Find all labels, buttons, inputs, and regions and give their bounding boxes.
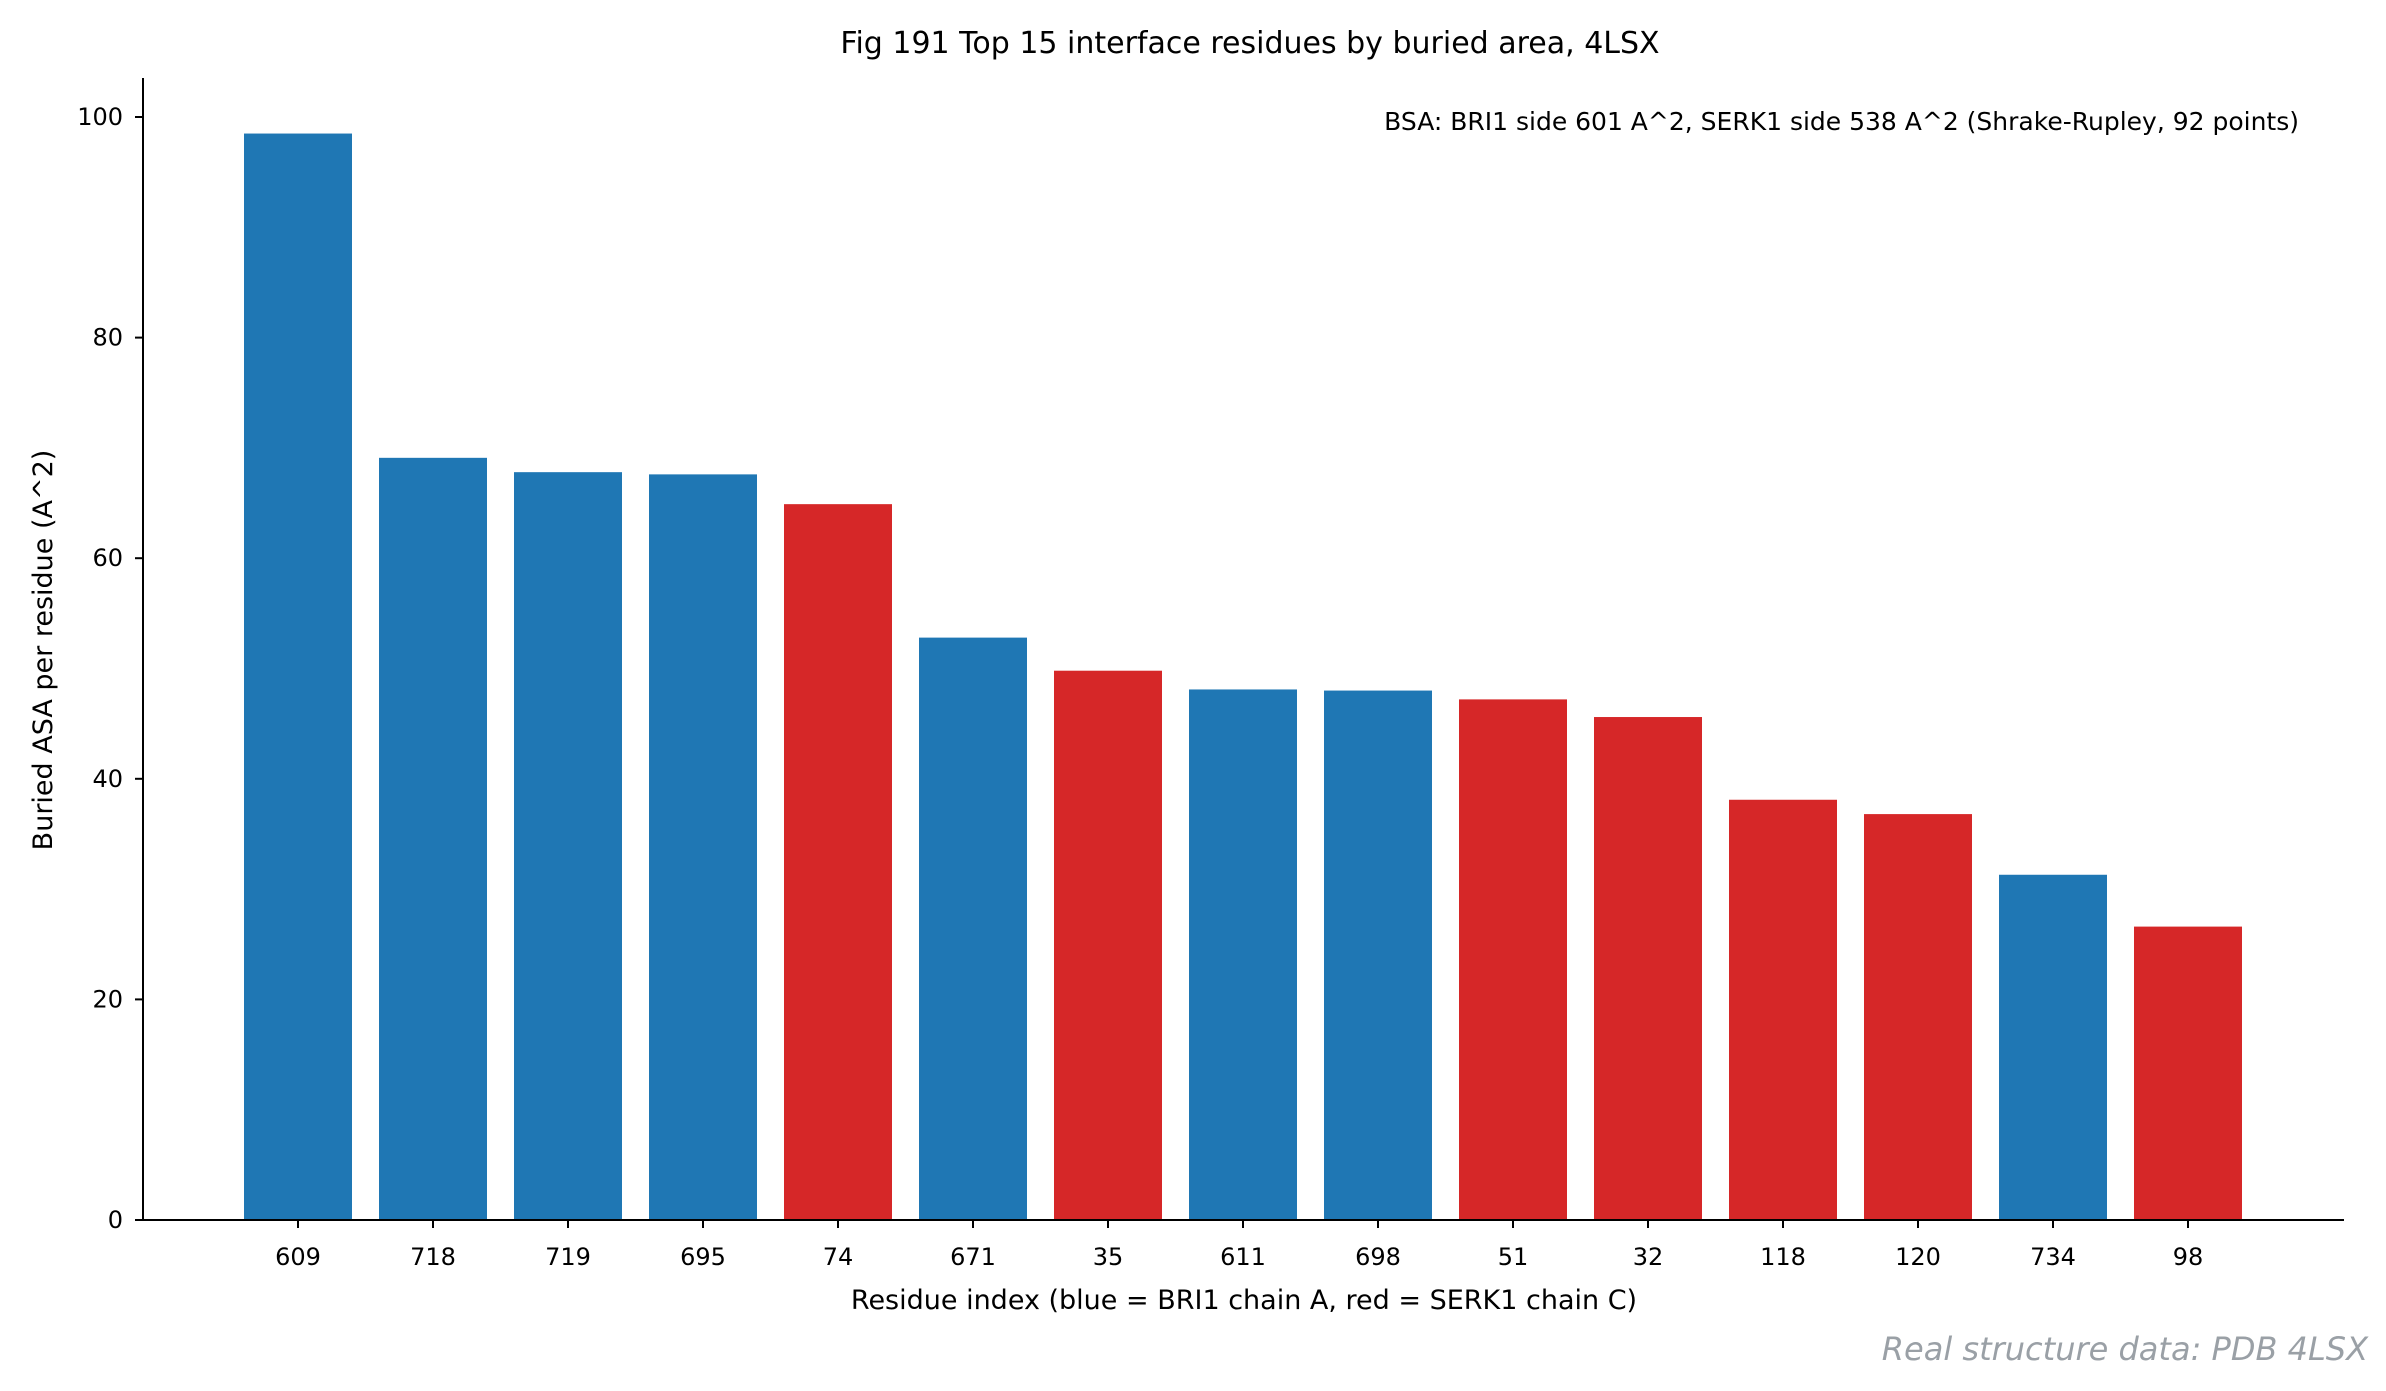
bar-611: [1189, 689, 1297, 1220]
bars-group: [244, 133, 2242, 1220]
data-credit: Real structure data: PDB 4LSX: [1882, 1330, 2369, 1368]
x-tick-label: 718: [410, 1243, 456, 1271]
x-axis-label: Residue index (blue = BRI1 chain A, red …: [851, 1285, 1637, 1316]
chart-title: Fig 191 Top 15 interface residues by bur…: [840, 26, 1659, 61]
y-tick-label: 60: [92, 544, 123, 572]
x-tick-label: 611: [1220, 1243, 1266, 1271]
x-tick-label: 698: [1355, 1243, 1401, 1271]
x-tick-label: 74: [823, 1243, 854, 1271]
bar-734: [1999, 874, 2107, 1220]
bar-698: [1324, 690, 1432, 1220]
x-tick-label: 120: [1895, 1243, 1941, 1271]
x-tick-label: 32: [1633, 1243, 1664, 1271]
x-tick-label: 98: [2173, 1243, 2204, 1271]
y-tick-label: 100: [77, 103, 123, 131]
y-tick-label: 0: [108, 1206, 123, 1234]
x-tick-label: 671: [950, 1243, 996, 1271]
x-tick-label: 695: [680, 1243, 726, 1271]
x-tick-label: 609: [275, 1243, 321, 1271]
y-tick-label: 20: [92, 985, 123, 1013]
y-tick-label: 80: [92, 324, 123, 352]
bar-719: [514, 472, 622, 1220]
x-tick-label: 118: [1760, 1243, 1806, 1271]
x-tick-label: 51: [1498, 1243, 1529, 1271]
bsa-annotation: BSA: BRI1 side 601 A^2, SERK1 side 538 A…: [1384, 107, 2299, 136]
x-ticks-group: 609 718 719 695 74 671 35 611 698 51 32 118 120 734 98: [275, 1220, 2203, 1271]
bar-609: [244, 133, 352, 1220]
x-tick-label: 734: [2030, 1243, 2076, 1271]
x-tick-label: 35: [1093, 1243, 1124, 1271]
bar-74: [784, 504, 892, 1220]
y-tick-label: 40: [92, 765, 123, 793]
x-tick-label: 719: [545, 1243, 591, 1271]
bar-118: [1729, 799, 1837, 1220]
bar-695: [649, 474, 757, 1220]
bar-51: [1459, 699, 1567, 1220]
bar-718: [379, 457, 487, 1220]
bar-32: [1594, 717, 1702, 1220]
bar-98: [2134, 926, 2242, 1220]
bar-35: [1054, 670, 1162, 1220]
bar-120: [1864, 814, 1972, 1220]
y-ticks-group: 0 20 40 60 80 100: [77, 103, 143, 1234]
y-axis-label: Buried ASA per residue (A^2): [28, 450, 59, 851]
bar-671: [919, 637, 1027, 1220]
